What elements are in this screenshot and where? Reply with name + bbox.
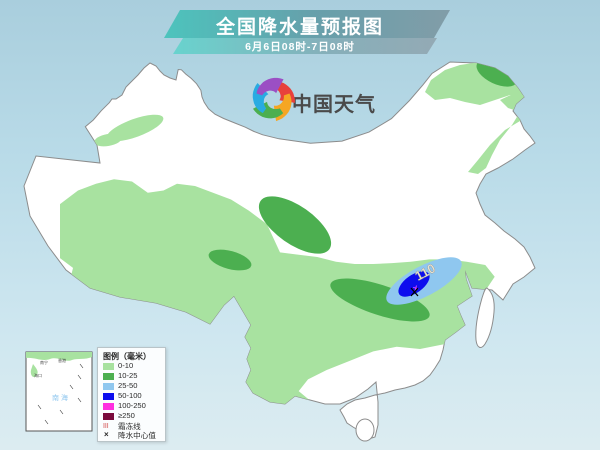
svg-text:南海: 南海: [52, 393, 70, 402]
svg-text:南宁: 南宁: [40, 359, 48, 365]
svg-text:海口: 海口: [34, 372, 42, 378]
svg-text:香港: 香港: [58, 357, 66, 363]
